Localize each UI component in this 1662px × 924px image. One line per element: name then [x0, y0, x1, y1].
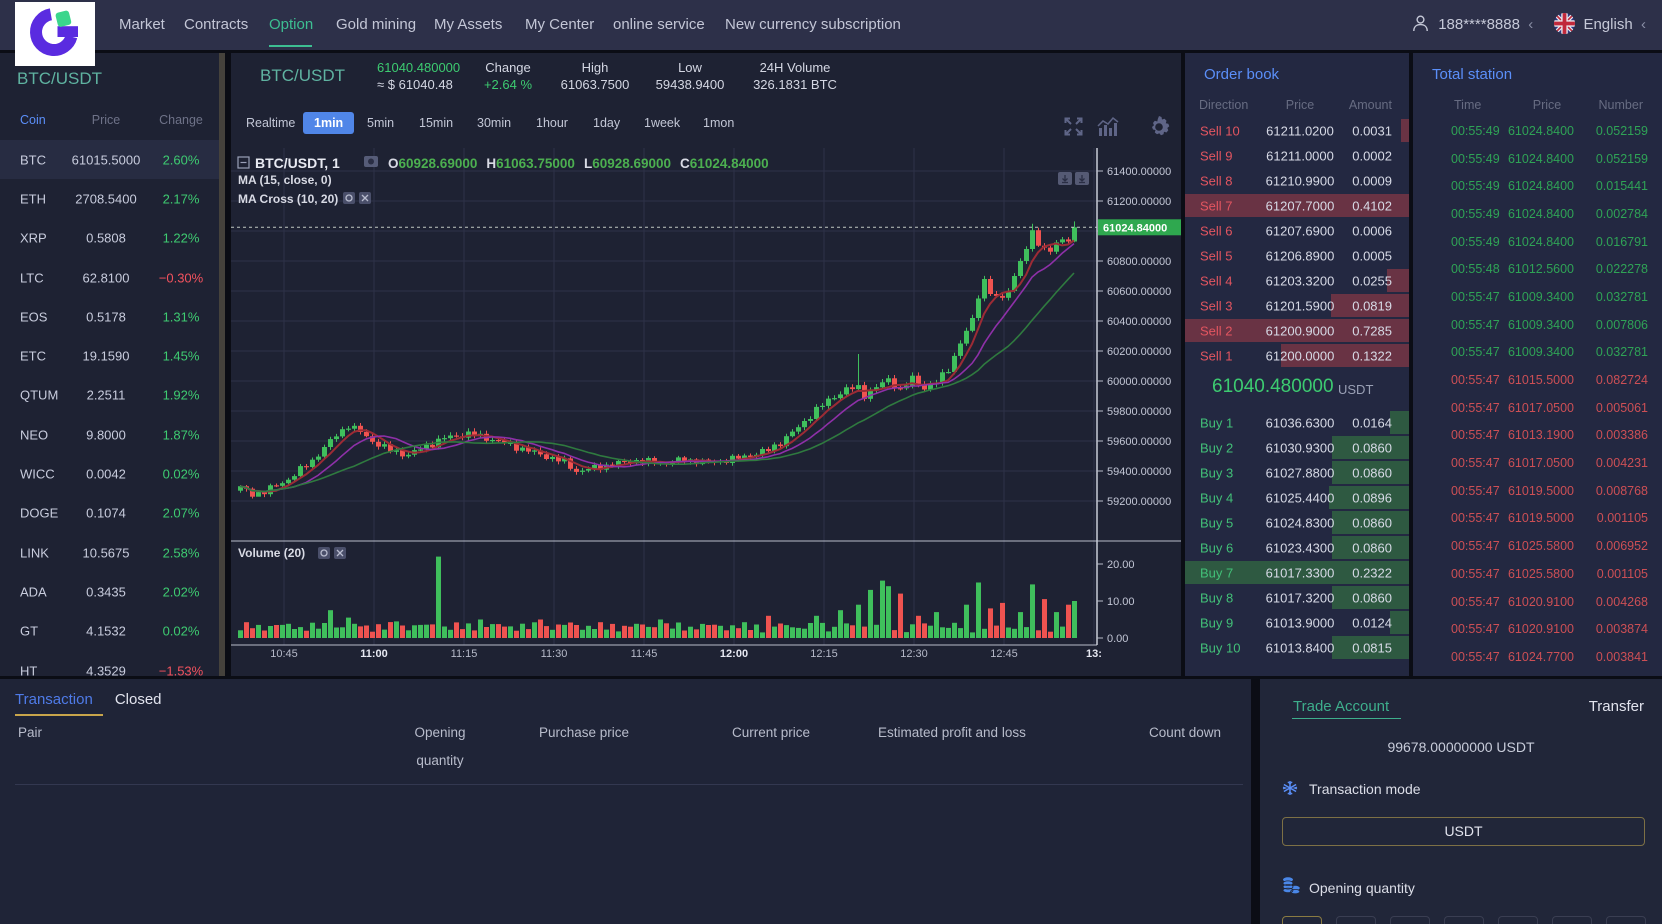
svg-text:60200.00000: 60200.00000 — [1107, 346, 1171, 358]
svg-text:13:: 13: — [1086, 648, 1102, 660]
svg-text:Volume (20): Volume (20) — [238, 546, 305, 560]
svg-text:12:30: 12:30 — [900, 648, 928, 660]
svg-text:61400.00000: 61400.00000 — [1107, 166, 1171, 178]
svg-text:11:30: 11:30 — [541, 648, 568, 660]
svg-text:10:45: 10:45 — [270, 648, 298, 660]
svg-text:20.00: 20.00 — [1107, 559, 1135, 571]
svg-text:11:15: 11:15 — [451, 648, 478, 660]
svg-text:11:00: 11:00 — [360, 648, 388, 660]
svg-text:59800.00000: 59800.00000 — [1107, 406, 1171, 418]
svg-text:12:45: 12:45 — [990, 648, 1018, 660]
svg-text:60400.00000: 60400.00000 — [1107, 316, 1171, 328]
svg-text:MA (15, close, 0): MA (15, close, 0) — [238, 173, 332, 187]
svg-text:59400.00000: 59400.00000 — [1107, 466, 1171, 478]
svg-text:59200.00000: 59200.00000 — [1107, 496, 1171, 508]
svg-text:0.00: 0.00 — [1107, 633, 1128, 645]
svg-text:60800.00000: 60800.00000 — [1107, 256, 1171, 268]
svg-text:MA Cross (10, 20): MA Cross (10, 20) — [238, 192, 338, 206]
svg-text:60000.00000: 60000.00000 — [1107, 376, 1171, 388]
svg-text:11:45: 11:45 — [631, 648, 658, 660]
svg-text:61024.84000: 61024.84000 — [1103, 222, 1167, 234]
svg-text:10.00: 10.00 — [1107, 596, 1135, 608]
svg-text:61200.00000: 61200.00000 — [1107, 196, 1171, 208]
svg-text:60600.00000: 60600.00000 — [1107, 286, 1171, 298]
svg-text:12:15: 12:15 — [810, 648, 838, 660]
svg-text:BTC/USDT, 1: BTC/USDT, 1 — [255, 155, 340, 171]
svg-text:59600.00000: 59600.00000 — [1107, 436, 1171, 448]
svg-text:12:00: 12:00 — [720, 648, 748, 660]
